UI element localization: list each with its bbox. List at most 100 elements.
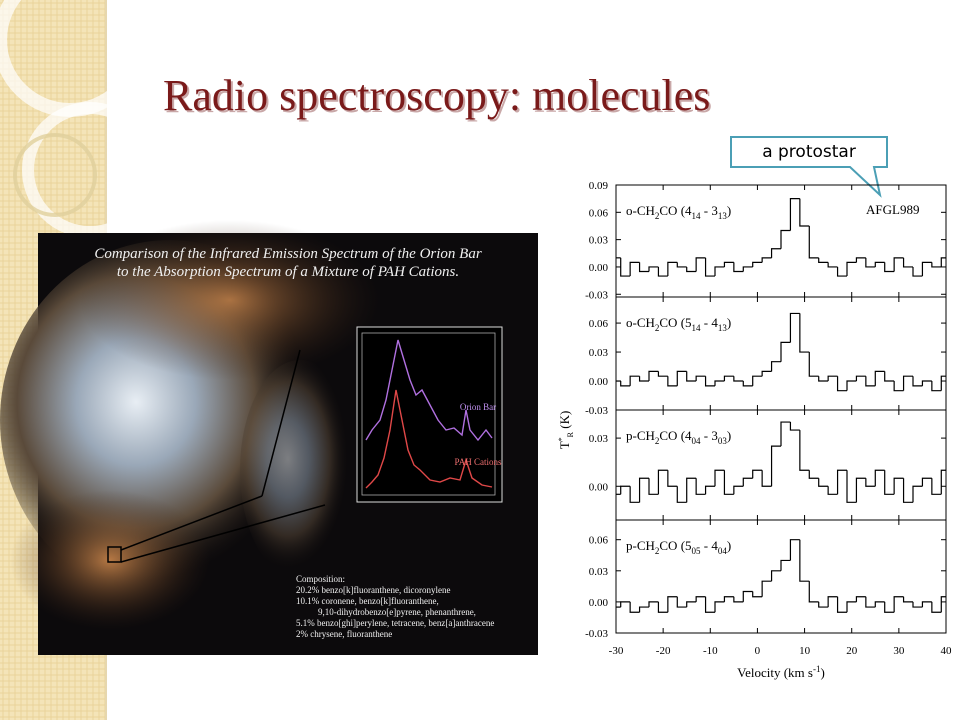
spectrum-step [695, 478, 706, 495]
spectrum-step [761, 580, 772, 597]
spectrum-step [723, 470, 734, 495]
spectrum-step [865, 257, 876, 268]
slide-title: Radio spectroscopy: molecules [163, 71, 710, 120]
spectrum-step [686, 266, 697, 273]
spectrum-step [714, 601, 725, 613]
spectrum-step [836, 596, 847, 613]
inset-label: Orion Bar [460, 402, 496, 412]
spectrum-step [695, 375, 706, 382]
spectrum-step [648, 266, 659, 272]
y-tick-label: 0.03 [589, 347, 609, 359]
y-tick-label: 0.03 [589, 235, 609, 247]
spectrum-step [789, 312, 800, 343]
spectrum-step [761, 370, 772, 377]
decor-circle [22, 102, 158, 238]
x-tick-label: -20 [656, 645, 671, 657]
spectrum-step [620, 485, 631, 495]
spectrum-step [629, 601, 640, 613]
label-part: ) [727, 538, 731, 553]
spectrum-step [695, 596, 706, 602]
spectrum-step [686, 601, 697, 608]
spectrum-step [620, 601, 631, 608]
y-tick-label: 0.06 [589, 318, 609, 330]
decor-circle [13, 133, 97, 217]
spectrum-step [921, 601, 932, 608]
spectrum-step [846, 601, 857, 613]
spectrum-step [676, 486, 687, 503]
spectrum-step [855, 477, 866, 503]
spectrum-step [733, 596, 744, 603]
panel-frame [615, 519, 947, 634]
spectrum-step [752, 469, 763, 479]
spectrum-step [667, 261, 678, 277]
spectrum-step [667, 596, 678, 613]
panel-label: o-CH2CO (514 - 413) [626, 315, 731, 333]
label-part: ) [727, 203, 731, 218]
spectrum-step [865, 478, 876, 487]
spectrum-step [714, 469, 725, 487]
composition-line: 9,10-dihydrobenzo[e]pyrene, phenanthrene… [318, 607, 476, 617]
spectrum-step [940, 596, 946, 613]
spectrum-step [893, 381, 904, 392]
spectrum-step [855, 596, 866, 602]
label-part: (K) [557, 411, 572, 432]
panel-label: p-CH2CO (404 - 303) [626, 428, 731, 446]
spectrum-step [836, 469, 847, 495]
spectrum-step [874, 261, 885, 267]
spectrum-step [742, 266, 753, 272]
y-tick-label: -0.03 [585, 405, 608, 417]
label-part: p-CH [626, 538, 655, 553]
spectrum-step [667, 470, 678, 487]
label-part: -1 [813, 664, 821, 674]
panel-label: o-CH2CO (414 - 313) [626, 203, 731, 221]
spectrum-step [921, 380, 932, 386]
composition-line: 5.1% benzo[ghi]perylene, tetracene, benz… [296, 618, 494, 628]
x-tick-label: 0 [755, 645, 761, 657]
label-part: CO (4 [659, 428, 692, 443]
spectrum-step [874, 370, 885, 386]
spectrum-step [770, 361, 781, 372]
spectrum-step [799, 198, 810, 227]
label-part: 14 [692, 323, 702, 333]
x-tick-label: 30 [893, 645, 905, 657]
spectrum-step [789, 539, 800, 561]
spectrum-step [780, 341, 791, 362]
spectrum-step [638, 606, 649, 613]
composition-line: 2% chrysene, fluoranthene [296, 629, 392, 639]
spectrum-step [714, 380, 725, 386]
spectrum-step [667, 376, 678, 387]
spectrum-step [818, 376, 829, 382]
spectrum-step [827, 262, 838, 268]
x-tick-label: 20 [846, 645, 858, 657]
spectrum-step [723, 375, 734, 382]
spectrum-step [865, 596, 876, 608]
x-tick-label: -10 [703, 645, 718, 657]
x-axis-label: Velocity (km s-1) [737, 664, 825, 680]
spectrum-step [931, 478, 942, 495]
label-part: R [566, 431, 575, 437]
spectrum-step [874, 601, 885, 608]
spectrum-step [742, 590, 753, 602]
spectrum-step [704, 257, 715, 277]
spectrum-step [752, 591, 763, 598]
callout-text: a protostar [762, 142, 856, 162]
spectrum-step [770, 445, 781, 487]
spectrum-step [912, 266, 923, 277]
spectrum-step [921, 261, 932, 277]
spectra-chart: 0.090.060.030.00-0.03o-CH2CO (414 - 313)… [557, 180, 952, 680]
label-part: 2 [655, 436, 660, 446]
spectrum-step [733, 376, 744, 382]
spectrum-step [648, 478, 659, 495]
y-tick-label: 0.00 [589, 376, 609, 388]
figure-heading: to the Absorption Spectrum of a Mixture … [117, 264, 459, 280]
composition-line: 20.2% benzo[k]fluoranthene, dicoronylene [296, 585, 450, 595]
label-part: - 3 [701, 203, 718, 218]
spectrum-step [799, 539, 810, 582]
spectrum-step [818, 601, 829, 608]
label-part: ) [727, 428, 731, 443]
spectrum-step [676, 596, 687, 608]
spectrum-step [761, 470, 772, 487]
label-part: p-CH [626, 428, 655, 443]
